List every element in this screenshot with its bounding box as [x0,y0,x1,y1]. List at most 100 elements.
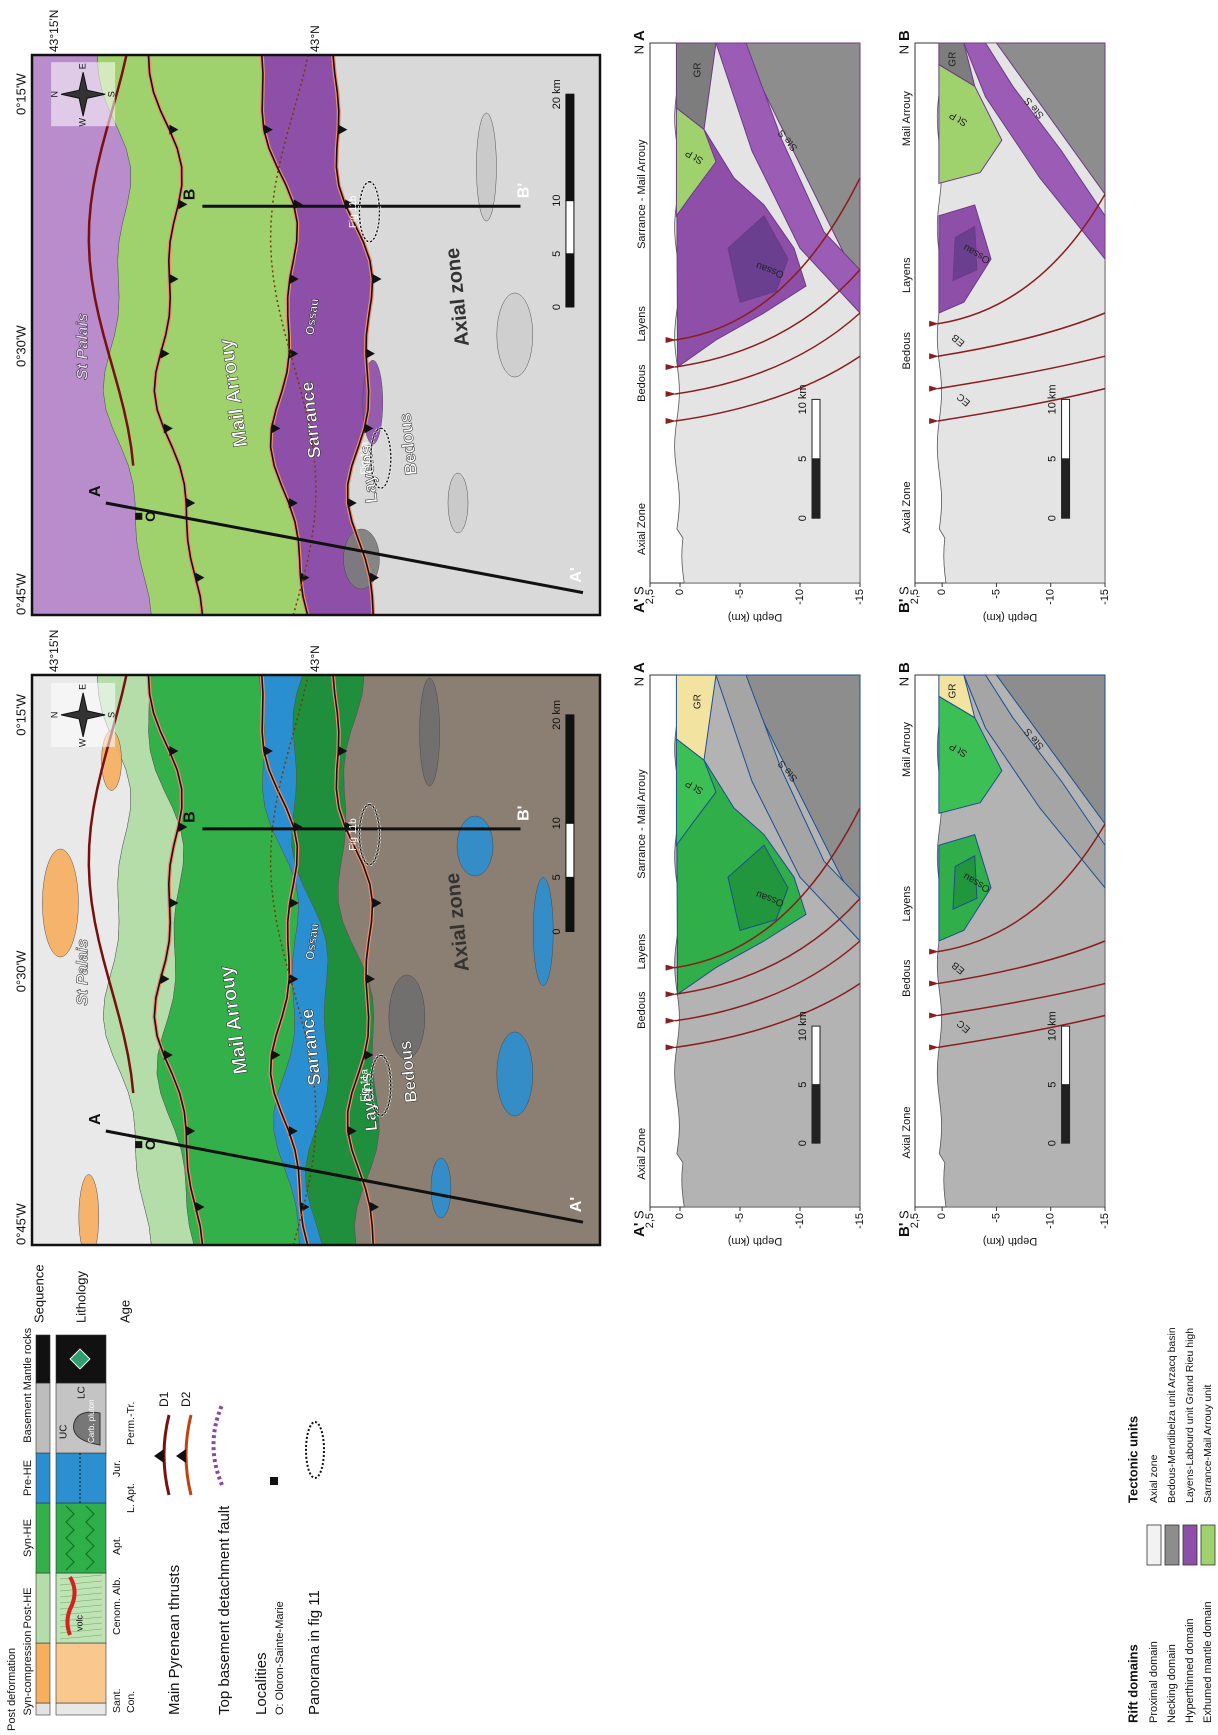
thrust-label: D1 [157,1391,171,1407]
place-label: Bedous [636,364,648,402]
section-unit [938,63,1003,185]
fault [675,269,861,368]
thrust-tooth [289,274,299,284]
age-label: Con. [125,1691,137,1713]
thrust-line [147,55,204,615]
volcanic-body [65,1575,77,1636]
scale-segment [565,200,575,255]
pluton [73,1411,101,1446]
thrust-tooth [289,348,299,359]
fault-arrow [665,991,677,998]
thrust-tooth [160,348,170,359]
section-end-label: B' [516,183,533,198]
sequence-label: Pre-HE [22,1460,34,1496]
section-unit [952,855,978,910]
fault-arrow [665,1017,677,1024]
age-label: L. Apt. [125,1483,137,1513]
map-patch [496,292,534,378]
place-label: Axial Zone [636,1128,648,1180]
panorama-marker [358,181,381,243]
sequence-label: Syn-HE [22,1519,34,1557]
age-label: Alb. [111,1577,123,1595]
fault-arrow [665,418,677,424]
unit-label: GR [693,63,704,78]
fault [937,982,1106,1017]
depth-tick-label: -10 [1045,589,1057,605]
thrust-tooth [338,746,348,756]
place-label: Sarrance - Mail Arrouy [636,769,648,879]
locality-marker [135,512,143,520]
fault-arrow [929,418,939,424]
section-unit [675,42,717,131]
detachment-line [269,675,317,1245]
panorama-label: Fig 11a [359,1069,370,1102]
legend-title: Panorama in fig 11 [306,1590,323,1715]
map-patch [388,974,426,1060]
hatch [59,1598,103,1604]
fault-arrow [665,1044,677,1051]
thrust-tooth [163,1050,173,1060]
sequence-label: Basement [22,1393,34,1443]
rift-domain-label: Necking domain [1166,1644,1178,1723]
scale-segment [811,398,821,460]
section-unit [727,844,789,931]
fault [937,1014,1106,1049]
depth-tick-label: -15 [1099,589,1111,605]
section-line [105,1129,584,1224]
scale-label: 5 [1046,456,1058,462]
unit-label: GR [948,683,959,698]
sequence-label: Syn-compression [22,1631,34,1716]
locality-symbol [270,1477,278,1485]
map-patch [78,1174,100,1245]
place-label: Axial Zone [636,503,648,555]
fault [675,897,861,995]
place-label: Axial Zone [901,1107,913,1159]
section-end-label: A' [631,1223,648,1237]
lithology-label: UC [59,1425,70,1439]
sequence-swatch [35,1702,51,1716]
fault [937,355,1106,390]
fault-arrow [929,353,939,360]
thrust-tooth [160,974,170,984]
legend-header: Age [117,1300,132,1323]
lithology-swatch [55,1452,107,1504]
section-end-label: B [182,189,199,201]
place-label: Mail Arrouy [901,721,913,777]
section-unit [715,42,861,315]
thrust-symbol [184,1414,193,1496]
map-patch [496,1031,534,1117]
place-label: Layens [901,257,913,293]
thrust-tooth [338,124,348,135]
fault-arrow [929,1044,939,1051]
axis-label: Depth (km) [728,611,782,623]
compass-star [61,692,106,738]
longitude-label: 0°30'W [13,325,28,367]
fault [675,355,861,422]
place-label: Bedous [901,332,913,370]
scale-label: 0 [797,515,809,521]
fault-arrow [665,391,677,397]
longitude-label: 0°45'W [13,573,28,615]
compass-label: S [106,91,116,97]
fault-arrow [929,320,939,327]
fault [675,982,861,1049]
thrust-tooth [370,572,380,583]
map-frame [30,53,602,617]
scale-segment [811,458,821,519]
depth-tick-label: -10 [794,1213,806,1229]
thrust-tooth [370,1202,380,1212]
hatch [59,1586,103,1592]
fault [675,807,861,969]
thrust-tooth [347,1126,357,1136]
thrust-label: D2 [179,1391,193,1407]
hatch [59,1604,103,1610]
depth-tick-label: 2,5 [644,589,656,604]
thrust-line [147,675,204,1245]
detachment-line [269,55,317,615]
thrust-tooth [288,1126,298,1136]
section-end-label: A [87,1113,104,1125]
fault-arrow [929,1012,939,1019]
thrust-tooth [195,1202,205,1212]
figure-body: Sequence Lithology Age Post deformation Syn-… [6,10,1216,1731]
fault [675,312,861,395]
